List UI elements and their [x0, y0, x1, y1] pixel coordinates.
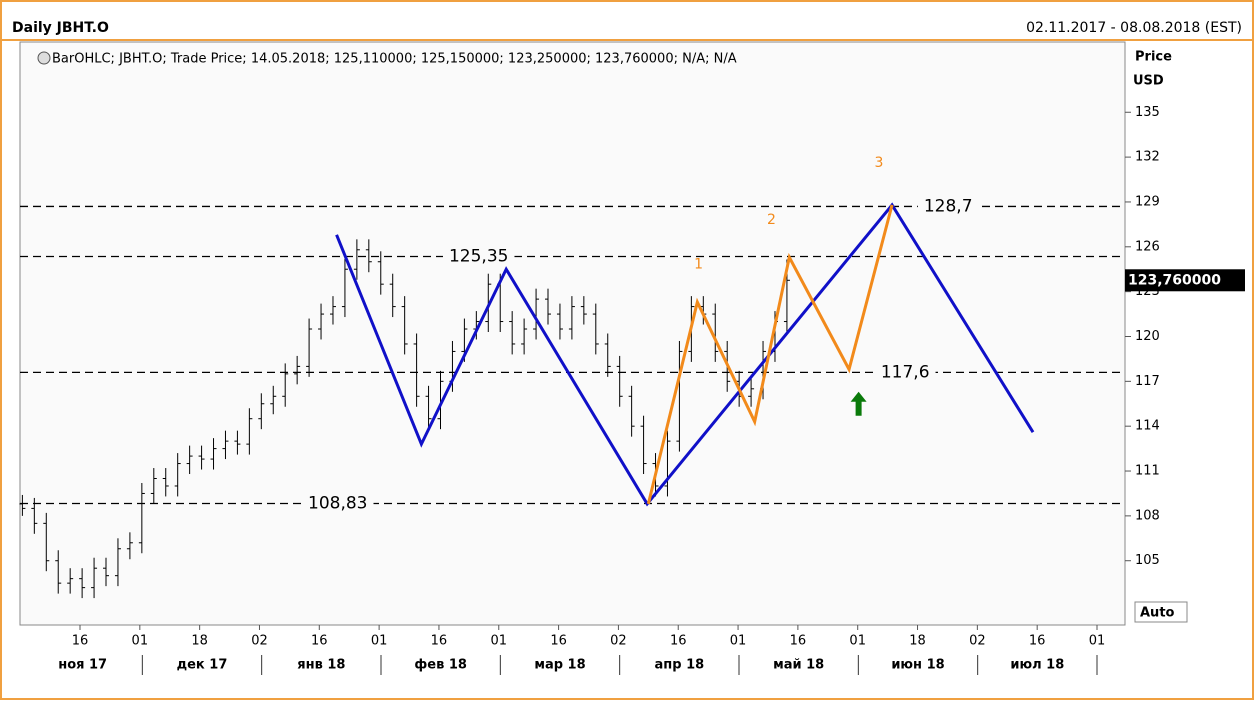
month-label: апр 18 — [654, 658, 704, 673]
y-tick-label: 108 — [1135, 508, 1160, 523]
level-label: 128,7 — [924, 196, 973, 216]
wave-label: 2 — [767, 212, 776, 228]
zigzag-line — [335, 202, 1035, 507]
level-label-bg — [917, 196, 979, 217]
zigzag-line — [646, 204, 894, 505]
auto-button-label[interactable]: Auto — [1140, 606, 1175, 621]
x-tick-label: 01 — [1089, 634, 1106, 649]
x-tick-label: 01 — [849, 634, 866, 649]
x-tick-label: 16 — [311, 634, 328, 649]
x-tick-label: 16 — [1029, 634, 1046, 649]
month-label: дек 17 — [177, 658, 228, 673]
month-label: янв 18 — [297, 658, 345, 673]
x-tick-label: 16 — [790, 634, 807, 649]
y-tick-label: 126 — [1135, 239, 1160, 254]
y-axis-unit: USD — [1133, 74, 1164, 89]
signal-arrow — [850, 391, 867, 416]
x-tick-label: 18 — [191, 634, 208, 649]
level-label-bg — [302, 493, 374, 514]
wave-label: 3 — [874, 155, 883, 171]
y-tick-label: 129 — [1135, 194, 1160, 209]
y-tick-label: 132 — [1135, 150, 1160, 165]
y-tick-label: 105 — [1135, 553, 1160, 568]
level-label: 125,35 — [449, 247, 508, 267]
last-price-label: 123,760000 — [1128, 272, 1221, 288]
x-tick-label: 16 — [550, 634, 567, 649]
level-label: 117,6 — [881, 362, 930, 382]
plot-area — [19, 41, 1126, 626]
level-label-bg — [442, 246, 515, 267]
month-label: мар 18 — [534, 658, 585, 673]
x-tick-label: 01 — [132, 634, 149, 649]
month-label: июл 18 — [1010, 658, 1064, 673]
y-tick-label: 117 — [1135, 374, 1160, 389]
chart-title: Daily JBHT.O — [12, 20, 109, 36]
y-tick-label: 111 — [1135, 464, 1160, 479]
x-tick-label: 16 — [670, 634, 687, 649]
month-label: июн 18 — [891, 658, 944, 673]
month-label: май 18 — [773, 658, 824, 673]
wave-label: 1 — [694, 257, 703, 273]
level-label: 108,83 — [308, 493, 367, 513]
x-tick-label: 16 — [72, 634, 89, 649]
y-tick-label: 135 — [1135, 105, 1160, 120]
x-tick-label: 02 — [251, 634, 268, 649]
x-tick-label: 01 — [490, 634, 507, 649]
x-tick-label: 01 — [730, 634, 747, 649]
month-label: ноя 17 — [58, 658, 107, 673]
y-tick-label: 120 — [1135, 329, 1160, 344]
last-price-tag — [1125, 269, 1245, 292]
x-tick-label: 16 — [431, 634, 448, 649]
legend-icon — [37, 51, 51, 65]
x-tick-label: 02 — [969, 634, 986, 649]
level-label-bg — [874, 362, 936, 383]
date-range: 02.11.2017 - 08.08.2018 (EST) — [1026, 20, 1242, 36]
x-tick-label: 01 — [371, 634, 388, 649]
y-tick-label: 114 — [1135, 419, 1160, 434]
legend-text: BarOHLC; JBHT.O; Trade Price; 14.05.2018… — [52, 52, 737, 67]
auto-button[interactable] — [1134, 601, 1188, 623]
y-axis-label: Price — [1135, 50, 1172, 65]
x-tick-label: 02 — [610, 634, 627, 649]
x-tick-label: 18 — [909, 634, 926, 649]
month-label: фев 18 — [414, 658, 467, 673]
